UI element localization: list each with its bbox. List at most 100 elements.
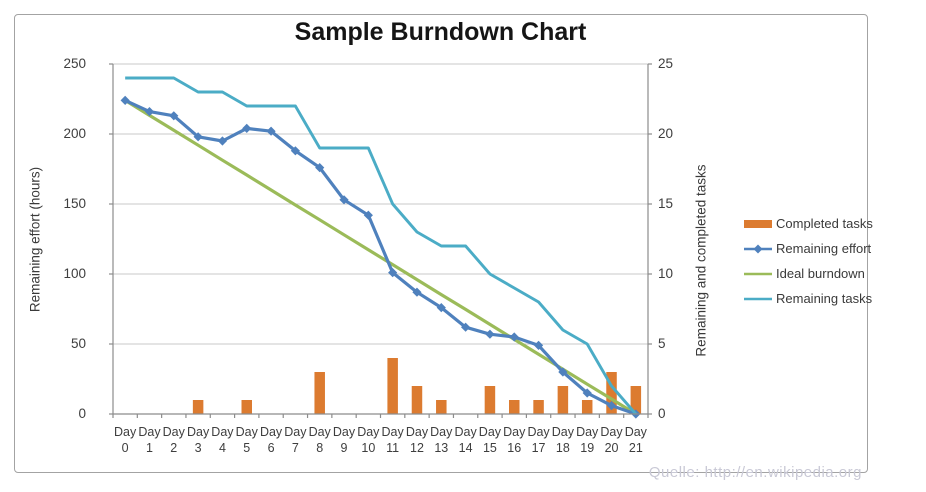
left-axis-title: Remaining effort (hours): [27, 166, 43, 313]
right-axis-tick-label: 20: [658, 126, 674, 141]
right-axis-tick-label: 5: [658, 336, 666, 351]
x-axis-label-day-9: Day 9: [331, 424, 357, 456]
remaining-effort-marker: [436, 303, 446, 313]
x-axis-label-prefix: Day: [162, 425, 185, 439]
completed-tasks-bar: [436, 400, 447, 414]
remaining-effort-marker: [363, 210, 373, 220]
completed-tasks-bar: [484, 386, 496, 414]
legend-line-swatch: [744, 297, 772, 300]
left-axis-tick-label: 200: [63, 126, 86, 141]
x-axis-label-prefix: Day: [138, 425, 161, 439]
x-axis-label-number: 16: [507, 441, 522, 455]
remaining-effort-marker: [388, 268, 398, 278]
x-axis-label-day-13: Day 13: [428, 424, 454, 456]
x-axis-label-prefix: Day: [430, 425, 453, 439]
remaining-effort-marker: [533, 340, 544, 350]
right-axis-tick-label: 10: [658, 266, 674, 281]
x-axis-label-day-16: Day 16: [501, 424, 527, 456]
x-axis-label-prefix: Day: [284, 425, 307, 439]
x-axis-label-number: 19: [580, 441, 595, 455]
x-axis-label-prefix: Day: [551, 425, 574, 439]
x-axis-label-day-6: Day 6: [258, 424, 284, 456]
x-axis-label-number: 10: [361, 441, 376, 455]
completed-tasks-bar: [241, 400, 252, 414]
x-axis-label-day-17: Day 17: [526, 424, 552, 456]
x-axis-label-number: 14: [458, 441, 473, 455]
x-axis-label-number: 0: [121, 441, 129, 455]
legend-item-remaining-effort: Remaining effort: [744, 236, 894, 261]
remaining-effort-marker: [558, 367, 568, 377]
x-axis-label-number: 12: [410, 441, 424, 455]
remaining-effort-marker: [582, 388, 592, 398]
x-axis-label-day-7: Day 7: [282, 424, 308, 456]
legend-item-ideal-burndown: Ideal burndown: [744, 261, 894, 286]
x-axis-label-number: 17: [531, 441, 546, 455]
completed-tasks-bar: [581, 400, 593, 414]
x-axis-label-prefix: Day: [600, 425, 623, 439]
legend-line-swatch: [744, 272, 772, 275]
remaining-effort-marker: [193, 132, 203, 142]
legend-label: Remaining effort: [776, 241, 872, 256]
x-axis-label-number: 1: [145, 441, 153, 455]
completed-tasks-bar: [192, 400, 204, 414]
left-axis-tick-label: 100: [63, 266, 86, 281]
x-axis-label-number: 5: [243, 441, 251, 455]
x-axis-label-day-10: Day 10: [355, 424, 381, 456]
legend-label: Completed tasks: [776, 216, 873, 231]
right-axis-tick-label: 25: [658, 56, 674, 71]
legend-label: Ideal burndown: [776, 266, 865, 281]
left-axis-tick-label: 150: [63, 196, 86, 211]
remaining-effort-marker: [339, 195, 349, 205]
x-axis-label-number: 7: [291, 441, 299, 455]
x-axis-label-prefix: Day: [308, 425, 331, 439]
legend-item-remaining-tasks: Remaining tasks: [744, 286, 894, 311]
chart-frame: [14, 14, 868, 473]
right-axis-title: Remaining and completed tasks: [693, 164, 709, 357]
remaining-effort-marker: [290, 146, 300, 156]
right-axis-tick-label: 0: [658, 406, 666, 421]
legend-label: Remaining tasks: [776, 291, 873, 306]
x-axis-label-prefix: Day: [211, 425, 234, 439]
x-axis-label-prefix: Day: [357, 425, 380, 439]
remaining-effort-marker: [606, 401, 617, 411]
remaining-effort-marker: [120, 95, 130, 105]
x-axis-label-number: 15: [482, 441, 497, 455]
remaining-effort-marker: [169, 111, 179, 121]
x-axis-label-day-0: Day 0: [112, 424, 138, 456]
ideal-burndown-line: [124, 99, 637, 416]
x-axis-label-prefix: Day: [527, 425, 550, 439]
x-axis-label-prefix: Day: [381, 425, 404, 439]
x-axis-label-number: 8: [316, 441, 324, 455]
x-axis-label-day-20: Day 20: [599, 424, 625, 456]
legend-line-swatch: [744, 244, 772, 253]
x-axis-label-day-19: Day 19: [574, 424, 600, 456]
x-axis-label-day-12: Day 12: [404, 424, 430, 456]
x-axis-label-number: 20: [604, 441, 619, 455]
x-axis-label-day-3: Day 3: [185, 424, 211, 456]
x-axis-label-number: 13: [434, 441, 449, 455]
completed-tasks-bar: [533, 400, 544, 414]
x-axis-label-prefix: Day: [503, 425, 526, 439]
chart-title: Sample Burndown Chart: [294, 18, 587, 46]
remaining-effort-marker: [315, 163, 325, 173]
x-axis-label-prefix: Day: [624, 425, 647, 439]
x-axis-label-number: 6: [267, 441, 275, 455]
x-axis-label-prefix: Day: [114, 425, 137, 439]
x-axis-label-prefix: Day: [259, 425, 283, 439]
x-axis-label-day-18: Day 18: [550, 424, 576, 456]
x-axis-label-number: 11: [386, 441, 400, 455]
remaining-effort-marker: [461, 322, 471, 332]
remaining-effort-marker: [242, 123, 252, 133]
x-axis-label-day-2: Day 2: [161, 424, 187, 456]
remaining-effort-marker: [509, 332, 519, 342]
completed-tasks-bar: [557, 386, 569, 414]
x-axis-label-number: 9: [340, 441, 348, 455]
x-axis-label-prefix: Day: [186, 425, 210, 439]
x-axis-label-day-21: Day 21: [623, 424, 649, 456]
x-axis-label-day-14: Day 14: [453, 424, 479, 456]
completed-tasks-bar: [606, 372, 617, 414]
legend: Completed tasks Remaining effort Ideal bur…: [744, 211, 894, 311]
x-axis-label-number: 18: [555, 441, 570, 455]
